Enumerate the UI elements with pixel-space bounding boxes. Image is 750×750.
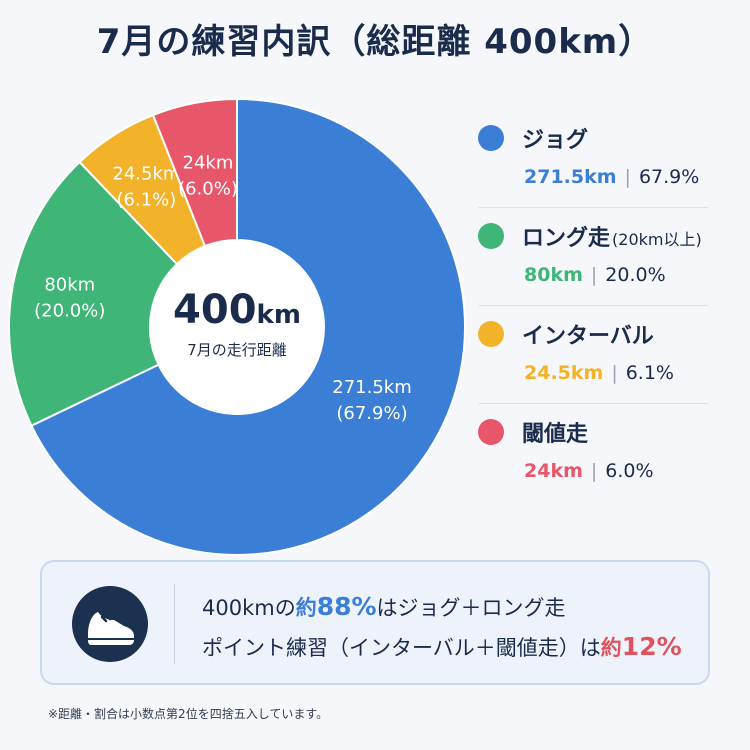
slice-percent-label-long-run: (20.0%) bbox=[34, 300, 105, 321]
legend-item-jog: ジョグ 271.5km | 67.9% bbox=[478, 110, 708, 208]
legend-swatch-jog bbox=[478, 125, 504, 151]
legend-name-long-run: ロング走 (20km以上) bbox=[522, 226, 702, 251]
center-label: 7月の走行距離 bbox=[187, 341, 287, 359]
slice-value-label-interval: 24.5km bbox=[112, 164, 180, 185]
summary-divider bbox=[174, 584, 175, 664]
legend-swatch-threshold bbox=[478, 419, 504, 445]
legend: ジョグ 271.5km | 67.9% ロング走 (20km以上) 80km | 20.0… bbox=[478, 110, 708, 502]
slice-long-run bbox=[8, 160, 179, 428]
footnote: ※距離・割合は小数点第2位を四捨五入しています。 bbox=[48, 707, 329, 721]
legend-km-threshold: 24km bbox=[524, 460, 583, 482]
legend-name-interval: インターバル bbox=[522, 324, 654, 349]
legend-name-threshold: 閾値走 bbox=[522, 422, 589, 447]
slice-value-label-jog: 271.5km bbox=[332, 377, 412, 398]
legend-item-long-run: ロング走 (20km以上) 80km | 20.0% bbox=[478, 208, 708, 306]
donut-chart: 271.5km (67.9%) 80km (20.0%) 24.5km (6.1%) 24k… bbox=[8, 97, 466, 556]
summary-highlight-12: 約12% bbox=[600, 632, 682, 661]
legend-km-interval: 24.5km bbox=[524, 362, 604, 384]
legend-name-jog: ジョグ bbox=[522, 128, 589, 153]
legend-note-long-run: (20km以上) bbox=[612, 230, 702, 249]
legend-pct-threshold: 6.0% bbox=[605, 460, 654, 482]
legend-km-long-run: 80km bbox=[524, 264, 583, 286]
slice-percent-label-interval: (6.1%) bbox=[117, 190, 177, 211]
running-shoe-icon bbox=[72, 586, 148, 662]
legend-swatch-interval bbox=[478, 321, 504, 347]
summary-line-1: 400kmの約88%はジョグ＋ロング走 bbox=[202, 592, 566, 621]
summary-highlight-88: 約88% bbox=[295, 592, 377, 621]
legend-pct-long-run: 20.0% bbox=[605, 264, 666, 286]
summary-box: 400kmの約88%はジョグ＋ロング走 ポイント練習（インターバル＋閾値走）は約… bbox=[40, 560, 710, 685]
legend-item-interval: インターバル 24.5km | 6.1% bbox=[478, 306, 708, 404]
slice-jog bbox=[30, 97, 466, 556]
center-total: 400km bbox=[173, 287, 301, 333]
legend-item-threshold: 閾値走 24km | 6.0% bbox=[478, 404, 708, 502]
chart-title: 7月の練習内訳（総距離 400km） bbox=[96, 22, 654, 62]
legend-km-jog: 271.5km bbox=[524, 166, 617, 188]
slice-value-label-long-run: 80km bbox=[44, 274, 95, 295]
slice-threshold bbox=[151, 97, 238, 248]
slice-percent-label-jog: (67.9%) bbox=[336, 403, 407, 424]
summary-line-2: ポイント練習（インターバル＋閾値走）は約12% bbox=[202, 632, 682, 661]
slice-percent-label-threshold: (6.0%) bbox=[178, 179, 238, 200]
legend-pct-interval: 6.1% bbox=[625, 362, 674, 384]
donut-hole bbox=[151, 241, 323, 413]
slice-value-label-threshold: 24km bbox=[183, 153, 234, 174]
legend-swatch-long-run bbox=[478, 223, 504, 249]
legend-pct-jog: 67.9% bbox=[638, 166, 700, 188]
